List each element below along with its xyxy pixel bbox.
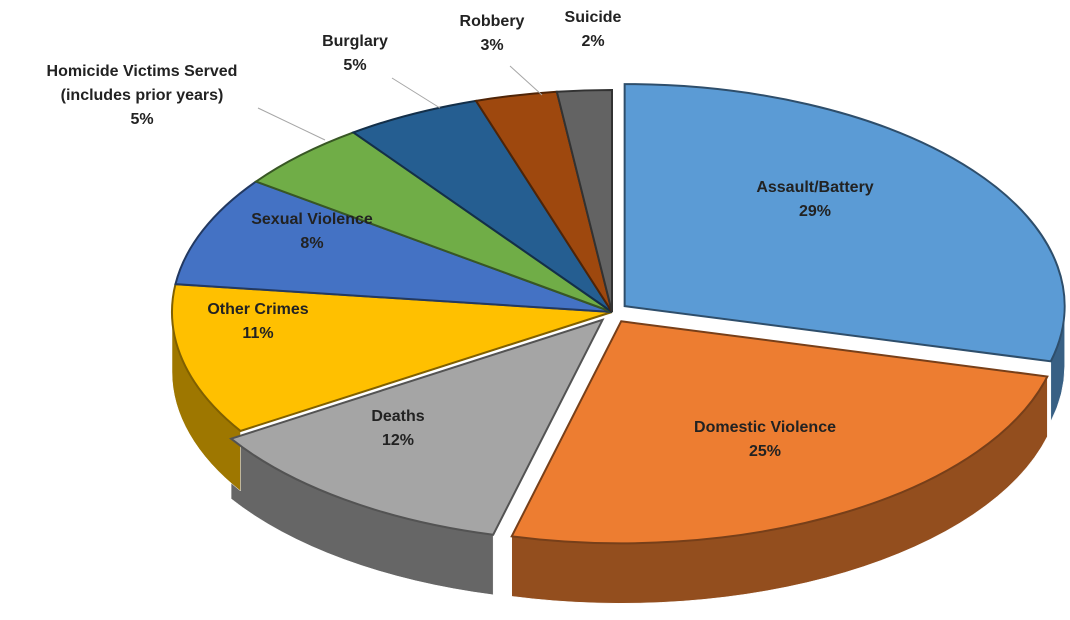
slice [174,180,613,313]
category-label: Deaths [371,408,425,425]
percent-label: 3% [480,37,504,54]
slice [171,283,613,433]
percent-label: 5% [130,111,154,128]
data-label: Robbery 3% [460,10,525,58]
percent-label: 12% [381,432,415,449]
slice [229,318,605,536]
data-label: Deaths 12% [371,405,424,453]
percent-label: 8% [300,235,324,252]
slice [510,320,1049,545]
category-label: Suicide [564,9,622,26]
category-label: Sexual Violence [251,211,373,228]
data-label: Sexual Violence 8% [251,208,373,256]
data-label: Burglary 5% [322,30,388,78]
category-label: Burglary [322,33,388,50]
percent-label: 5% [343,57,367,74]
leader-line [391,77,441,109]
data-label: Other Crimes 11% [207,298,308,346]
category-label: Domestic Violence [694,419,836,436]
category-label: Other Crimes [207,301,309,318]
data-label: Homicide Victims Served (includes prior … [47,60,238,132]
data-label: Domestic Violence 25% [694,416,836,464]
category-label: Homicide Victims Served (includes prior … [46,63,238,104]
percent-label: 11% [242,325,274,342]
category-label: Robbery [459,13,525,30]
category-label: Assault/Battery [756,179,874,196]
percent-label: 29% [798,203,832,220]
percent-label: 25% [748,443,782,460]
leader-line [257,107,326,141]
slice [623,83,1066,363]
leader-line [509,65,543,96]
data-label: Assault/Battery 29% [756,176,873,224]
data-label: Suicide 2% [565,6,622,54]
slice [555,88,613,313]
percent-label: 2% [581,33,605,50]
